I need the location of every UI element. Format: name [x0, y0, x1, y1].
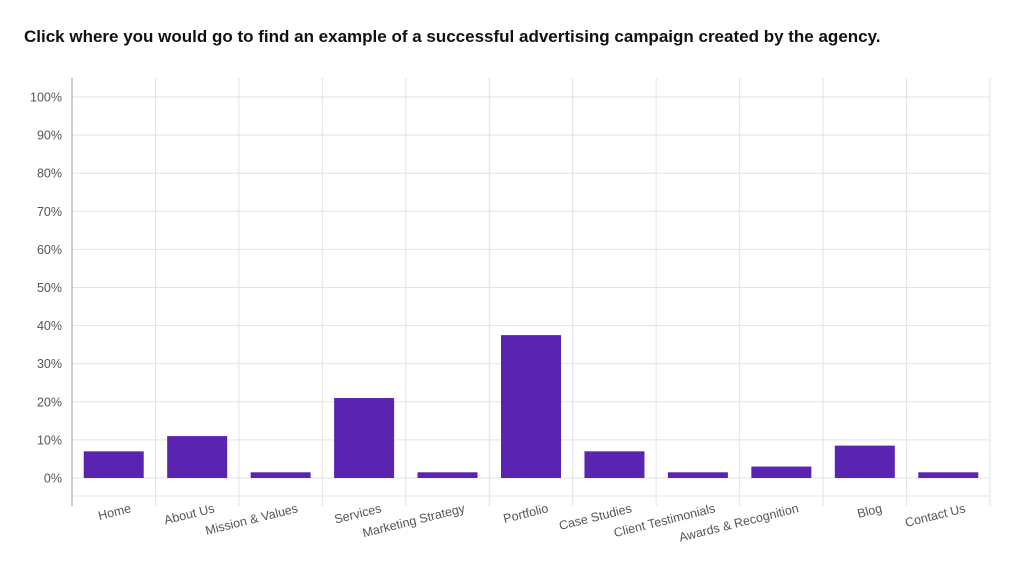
x-category-label: Contact Us — [904, 501, 967, 530]
y-tick-label: 100% — [30, 91, 62, 105]
bar-0[interactable] — [83, 451, 144, 478]
bar-9[interactable] — [834, 445, 895, 478]
y-tick-label: 0% — [44, 472, 62, 486]
bar-1[interactable] — [167, 436, 228, 478]
y-tick-label: 90% — [37, 129, 62, 143]
bar-10[interactable] — [918, 472, 979, 478]
y-tick-label: 40% — [37, 319, 62, 333]
x-category-label: Portfolio — [502, 501, 550, 526]
y-tick-label: 50% — [37, 281, 62, 295]
x-category-label: Home — [97, 501, 133, 523]
y-tick-label: 10% — [37, 433, 62, 447]
y-tick-label: 80% — [37, 167, 62, 181]
bar-7[interactable] — [667, 472, 728, 478]
y-tick-label: 30% — [37, 357, 62, 371]
bar-6[interactable] — [584, 451, 645, 478]
y-tick-label: 60% — [37, 243, 62, 257]
x-category-label: Mission & Values — [204, 501, 300, 538]
bar-5[interactable] — [501, 335, 561, 478]
y-tick-label: 20% — [37, 395, 62, 409]
bar-4[interactable] — [417, 472, 478, 478]
question-title: Click where you would go to find an exam… — [24, 27, 881, 46]
bar-2[interactable] — [250, 472, 311, 478]
bar-3[interactable] — [334, 397, 395, 478]
x-category-label: Blog — [856, 501, 884, 521]
bar-8[interactable] — [751, 466, 812, 478]
y-tick-label: 70% — [37, 205, 62, 219]
